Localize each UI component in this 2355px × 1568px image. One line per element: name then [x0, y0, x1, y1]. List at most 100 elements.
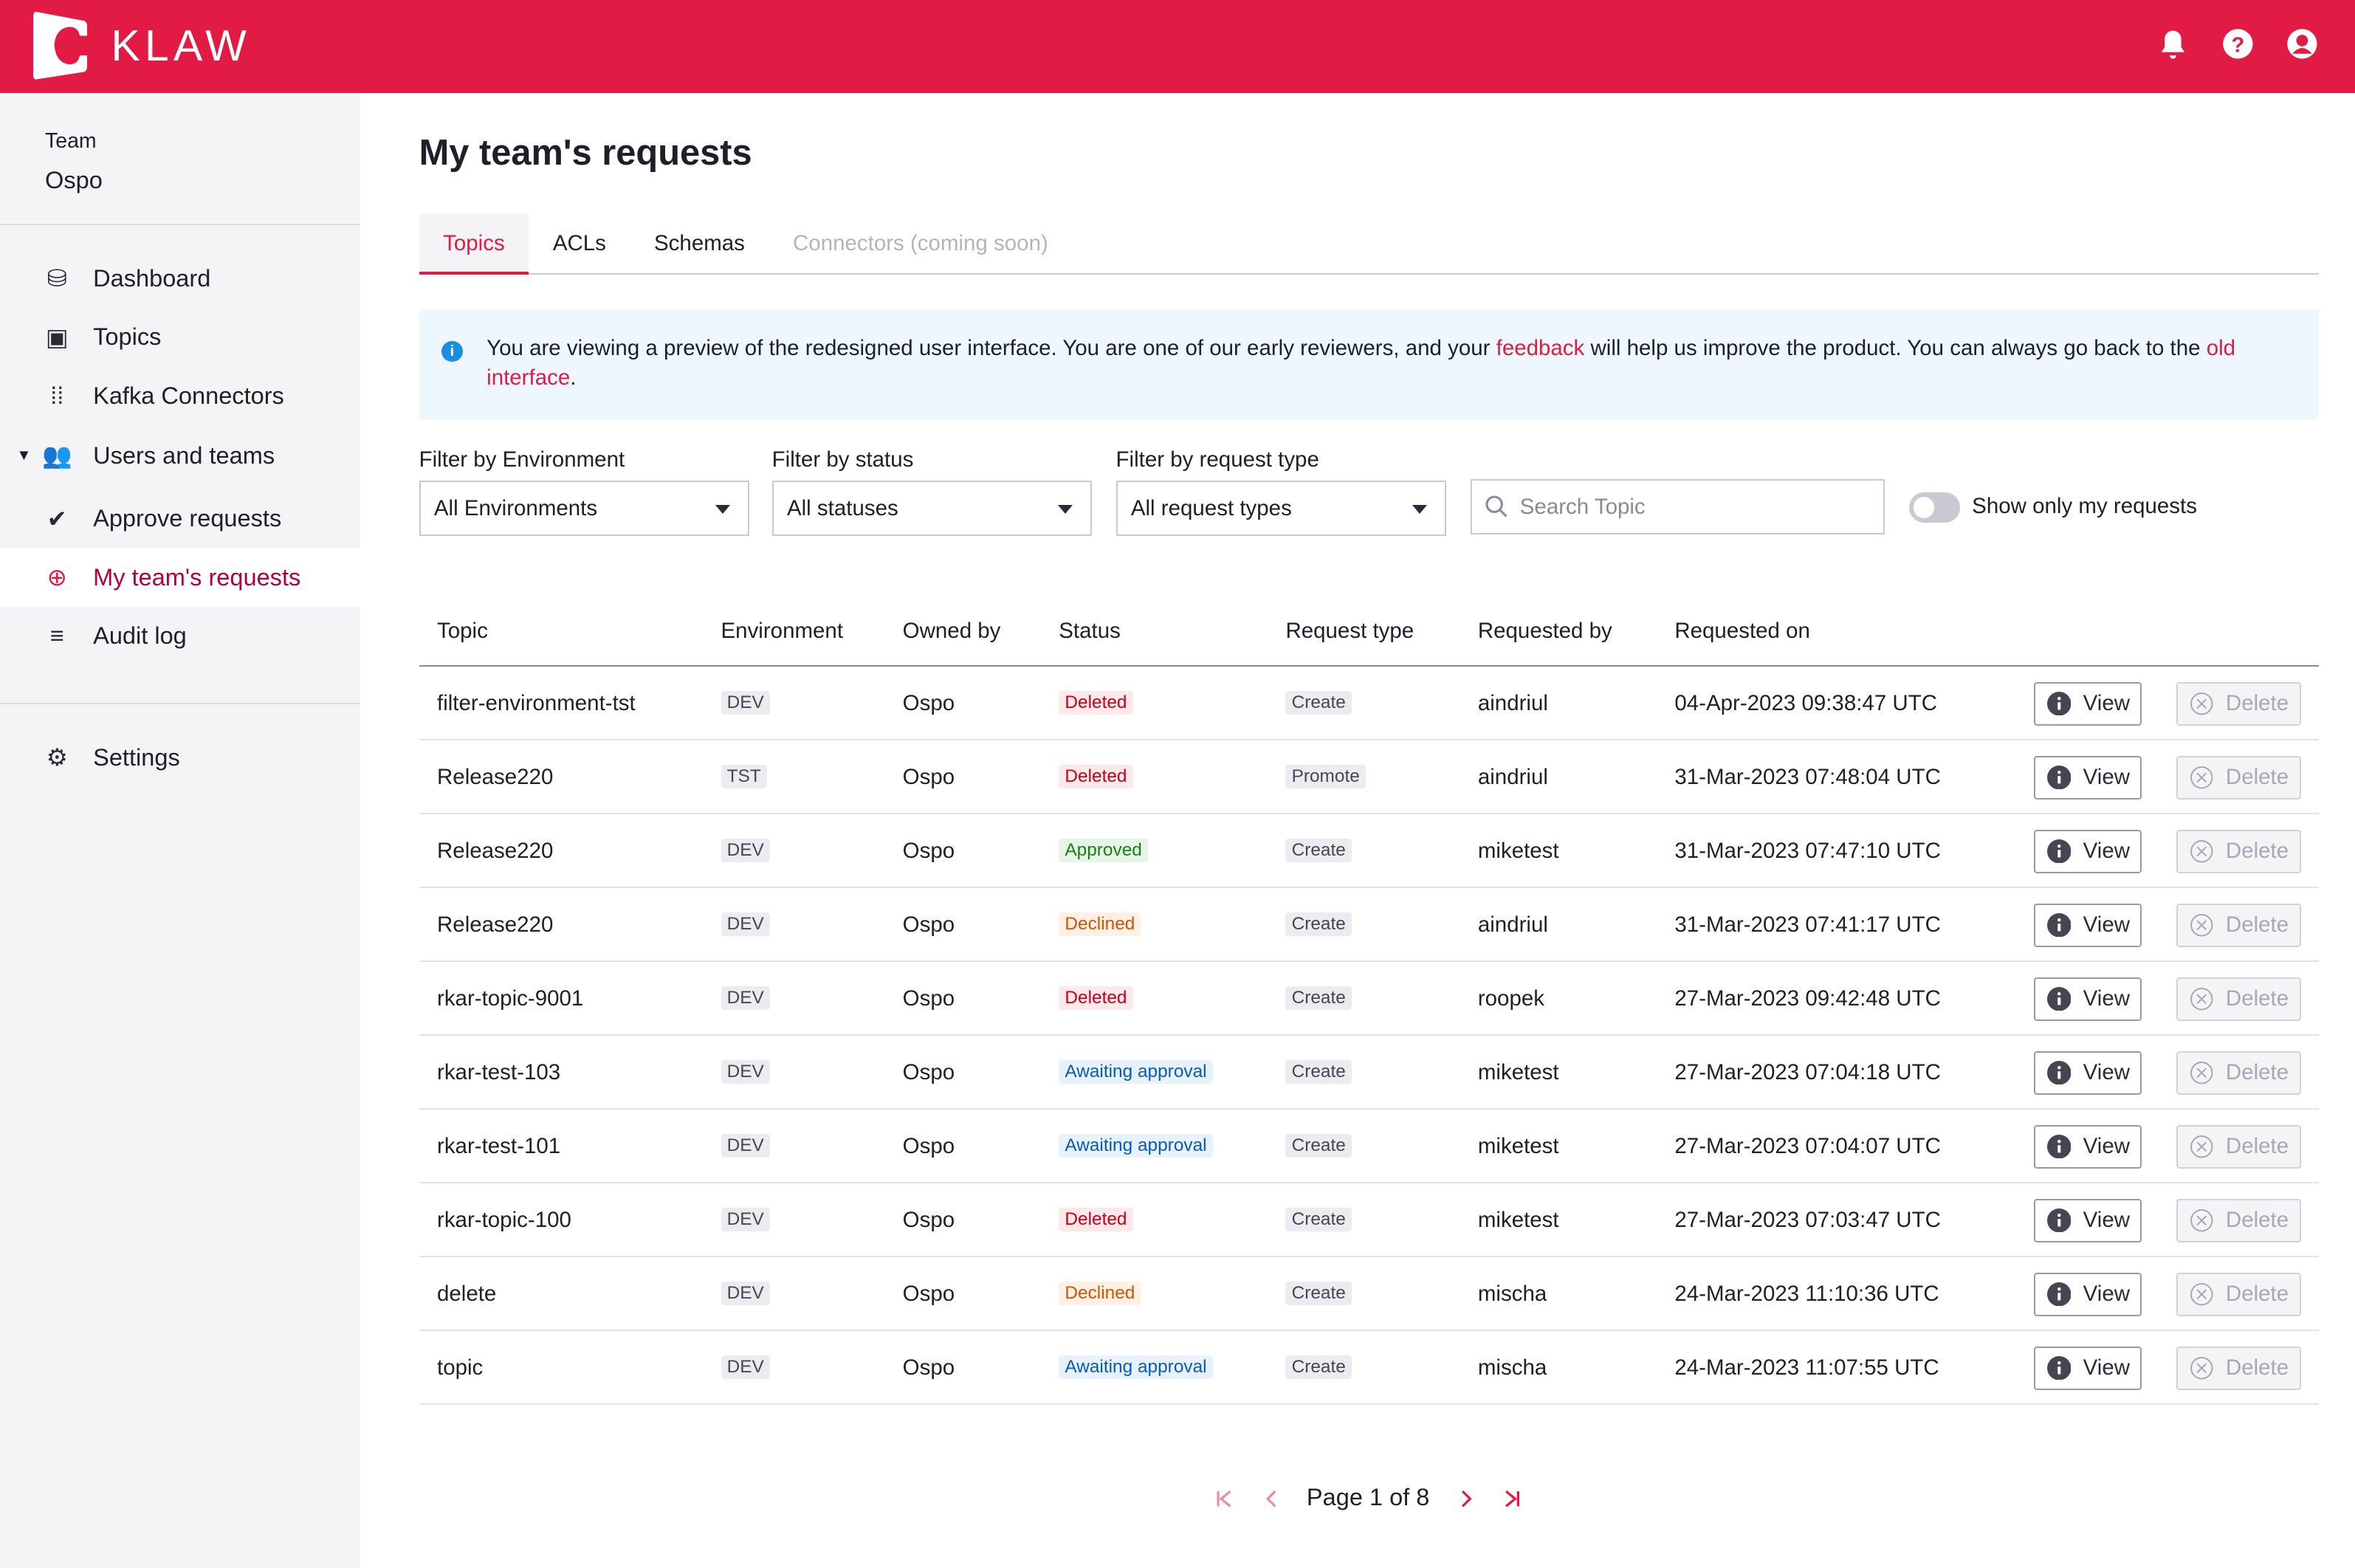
delete-label: Delete: [2225, 986, 2289, 1011]
view-button[interactable]: View: [2033, 903, 2142, 947]
type-filter-value: All request types: [1130, 496, 1292, 520]
close-circle-icon: [2190, 987, 2213, 1011]
feedback-link[interactable]: feedback: [1496, 335, 1585, 360]
sidebar-item-kafka-connectors[interactable]: ⁞⁞ Kafka Connectors: [0, 366, 360, 424]
last-page-icon[interactable]: [1502, 1488, 1522, 1509]
request-type-badge: Create: [1285, 1133, 1352, 1158]
environment-badge: TST: [721, 764, 767, 788]
user-icon[interactable]: [2286, 27, 2319, 61]
search-icon: [1485, 495, 1507, 517]
row-divider: [419, 1403, 2320, 1405]
column-header: Topic: [437, 619, 488, 644]
delete-label: Delete: [2225, 1060, 2289, 1085]
info-icon: [2046, 986, 2072, 1011]
sidebar-item-settings[interactable]: ⚙ Settings: [0, 729, 360, 787]
sidebar-item-label: Users and teams: [93, 441, 275, 469]
gear-icon: ⚙: [46, 744, 68, 771]
caret-down-icon: [1412, 504, 1427, 514]
requested-on: 31-Mar-2023 07:48:04 UTC: [1674, 764, 1941, 789]
sidebar-item-approve-requests[interactable]: ✔ Approve requests: [0, 489, 360, 548]
sidebar-item-my-team-s-requests[interactable]: ⊕ My team's requests: [0, 548, 361, 607]
view-button[interactable]: View: [2033, 1198, 2142, 1242]
info-icon: [2046, 839, 2072, 864]
env-filter-value: All Environments: [433, 496, 598, 520]
requested-by: miketest: [1477, 1133, 1559, 1158]
delete-label: Delete: [2225, 1282, 2289, 1307]
search-placeholder: Search Topic: [1519, 494, 1646, 519]
delete-label: Delete: [2225, 1208, 2289, 1233]
env-filter-select[interactable]: All Environments: [419, 481, 750, 537]
delete-button: Delete: [2176, 1272, 2301, 1316]
row-divider: [419, 738, 2320, 740]
old-interface-link[interactable]: old interface: [487, 335, 2236, 391]
info-icon: [2046, 691, 2072, 716]
sidebar-item-label: My team's requests: [93, 563, 301, 591]
next-page-icon[interactable]: [1455, 1488, 1476, 1509]
owned-by: Ospo: [902, 1355, 955, 1380]
info-icon: [2046, 765, 2072, 790]
view-button[interactable]: View: [2033, 829, 2142, 873]
first-page-icon[interactable]: [1214, 1488, 1234, 1509]
owned-by: Ospo: [902, 690, 955, 715]
bell-icon[interactable]: [2156, 27, 2190, 61]
status-filter-select[interactable]: All statuses: [771, 481, 1092, 537]
sidebar-item-audit-log[interactable]: ≡ Audit log: [0, 607, 360, 665]
status-filter-label: Filter by status: [771, 447, 914, 472]
info-icon: [2046, 1355, 2072, 1380]
view-button[interactable]: View: [2033, 755, 2142, 800]
connectors-icon: ⁞⁞: [50, 382, 64, 409]
view-button[interactable]: View: [2033, 1051, 2142, 1095]
search-topic-input[interactable]: Search Topic: [1470, 478, 1885, 535]
environment-badge: DEV: [721, 1355, 770, 1379]
sidebar-item-users-and-teams[interactable]: ▼ 👥 Users and teams: [0, 427, 360, 485]
status-filter-value: All statuses: [786, 496, 898, 520]
view-label: View: [2083, 1060, 2131, 1085]
type-filter-select[interactable]: All request types: [1115, 481, 1447, 537]
view-button[interactable]: View: [2033, 977, 2142, 1021]
topic-name: Release220: [437, 912, 554, 937]
requested-on: 27-Mar-2023 07:04:07 UTC: [1674, 1133, 1941, 1158]
caret-down-icon: [1057, 504, 1073, 514]
tab-acls[interactable]: ACLs: [552, 230, 606, 255]
requested-on: 27-Mar-2023 09:42:48 UTC: [1674, 986, 1941, 1011]
requested-on: 24-Mar-2023 11:10:36 UTC: [1674, 1281, 1939, 1306]
view-button[interactable]: View: [2033, 681, 2142, 726]
environment-badge: DEV: [721, 690, 770, 715]
info-icon: [2046, 1208, 2072, 1233]
page-indicator: Page 1 of 8: [1306, 1483, 1430, 1510]
request-type-badge: Create: [1285, 838, 1352, 862]
show-my-requests-toggle[interactable]: [1908, 492, 1960, 523]
close-circle-icon: [2190, 1356, 2213, 1380]
status-badge: Awaiting approval: [1059, 1355, 1213, 1379]
brand-name: KLAW: [111, 21, 251, 71]
view-label: View: [2083, 1355, 2131, 1380]
requested-on: 27-Mar-2023 07:03:47 UTC: [1674, 1207, 1941, 1232]
previous-page-icon[interactable]: [1262, 1488, 1282, 1509]
sidebar-item-dashboard[interactable]: ⛁ Dashboard: [0, 250, 360, 308]
klaw-logo[interactable]: [32, 12, 87, 80]
info-icon: i: [441, 340, 463, 362]
owned-by: Ospo: [902, 764, 955, 789]
help-icon[interactable]: ?: [2221, 27, 2255, 61]
view-button[interactable]: View: [2033, 1124, 2142, 1169]
environment-badge: DEV: [721, 986, 770, 1010]
tabs: Topics ACLs Schemas Connectors (coming s…: [419, 213, 2320, 275]
tab-schemas[interactable]: Schemas: [654, 230, 745, 255]
delete-label: Delete: [2225, 765, 2289, 790]
close-circle-icon: [2190, 839, 2213, 863]
view-button[interactable]: View: [2033, 1346, 2142, 1390]
column-header: Environment: [721, 619, 844, 644]
delete-label: Delete: [2225, 1134, 2289, 1159]
request-type-badge: Promote: [1285, 764, 1366, 788]
delete-button: Delete: [2176, 1124, 2301, 1169]
request-type-badge: Create: [1285, 1207, 1352, 1231]
status-badge: Declined: [1059, 912, 1141, 936]
sidebar-item-topics[interactable]: ▣ Topics: [0, 308, 360, 366]
view-button[interactable]: View: [2033, 1272, 2142, 1316]
request-type-badge: Create: [1285, 912, 1352, 936]
environment-badge: DEV: [721, 1207, 770, 1231]
plus-circle-icon: ⊕: [47, 564, 67, 591]
tab-topics[interactable]: Topics: [419, 213, 529, 275]
sidebar-item-label: Kafka Connectors: [93, 382, 284, 409]
info-icon: [2046, 1282, 2072, 1307]
